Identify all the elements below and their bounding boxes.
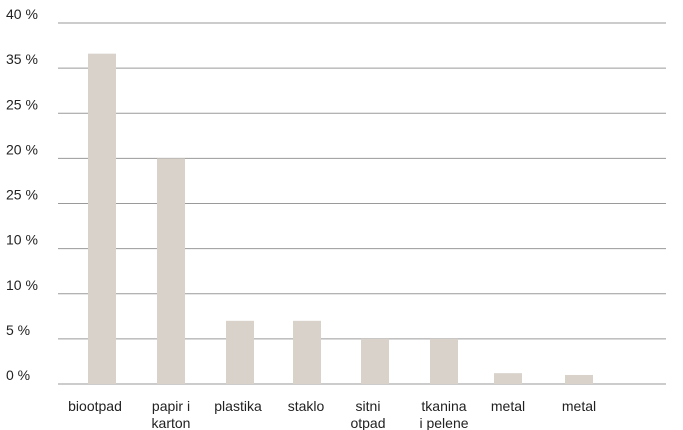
x-category-label-line: metal [491, 398, 525, 414]
x-category-label-line: plastika [214, 398, 262, 414]
y-axis-tick-labels: 0 % 5 % 10 % 10 % 25 % 20 % 25 % 35 % 40 % [6, 6, 38, 383]
bar [361, 338, 389, 384]
x-category-label-line: sitni [356, 398, 381, 414]
x-category-label-line: karton [152, 415, 191, 430]
y-tick-label: 35 % [6, 51, 38, 67]
grid-layer [58, 22, 666, 385]
y-tick-label: 25 % [6, 96, 38, 112]
x-category-label: sitni otpad [350, 398, 385, 430]
y-tick-label: 0 % [6, 367, 30, 383]
x-category-label: metal [562, 398, 596, 414]
y-tick-label: 25 % [6, 187, 38, 203]
x-category-label-line: papir i [152, 398, 190, 414]
x-category-label-line: i pelene [419, 415, 468, 430]
y-tick-label: 10 % [6, 277, 38, 293]
bar [565, 374, 593, 384]
x-category-label-line: staklo [288, 398, 325, 414]
x-category-label-line: metal [562, 398, 596, 414]
y-tick-label: 10 % [6, 232, 38, 248]
x-category-label: metal [491, 398, 525, 414]
x-category-label: staklo [288, 398, 325, 414]
x-category-label: tkanina i pelene [419, 398, 468, 430]
bars-layer [88, 53, 593, 385]
y-tick-label: 5 % [6, 322, 30, 338]
bar [430, 338, 458, 384]
y-tick-label: 20 % [6, 141, 38, 157]
bar [88, 53, 116, 385]
y-tick-label: 40 % [6, 6, 38, 22]
bar [157, 158, 185, 384]
x-category-label: papir i karton [152, 398, 191, 430]
x-axis-category-labels: biootpad papir i karton plastika staklo sitni… [68, 398, 596, 430]
bar [226, 320, 254, 384]
x-category-label-line: biootpad [68, 398, 122, 414]
x-category-label-line: otpad [350, 415, 385, 430]
bar [293, 320, 321, 384]
x-category-label: plastika [214, 398, 262, 414]
bar [494, 373, 522, 384]
x-category-label: biootpad [68, 398, 122, 414]
x-category-label-line: tkanina [421, 398, 466, 414]
